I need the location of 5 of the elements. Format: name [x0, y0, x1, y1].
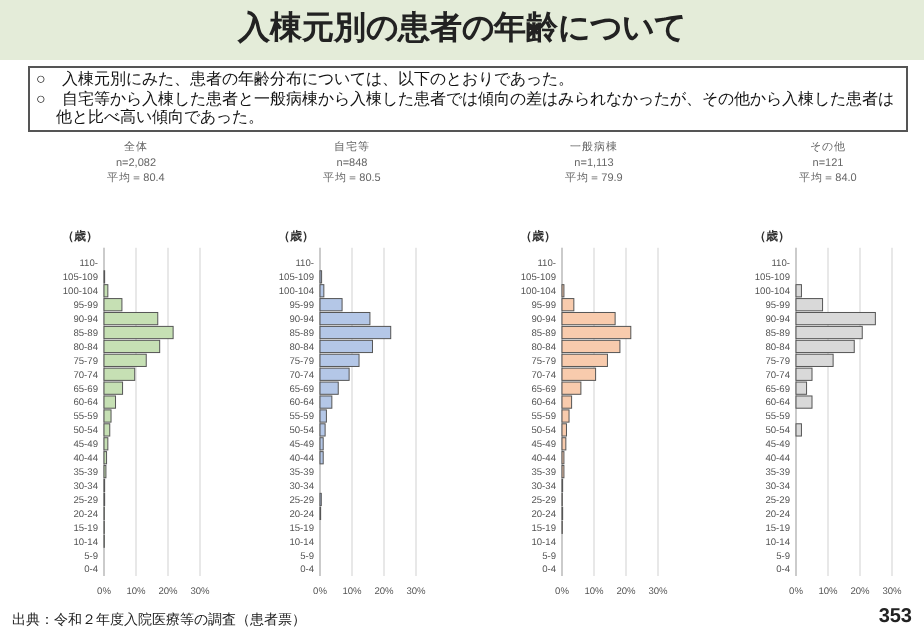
text: ○ 入棟元別にみた、患者の年齢分布については、以下のとおりであった。	[36, 70, 576, 89]
text: ○ 自宅等から入棟した患者と一般病棟から入棟した患者では傾向の差はみられなかったが、その他から入棟した患者は他と比べ高い傾向であった。	[36, 89, 896, 127]
text: 入棟元別の患者の年齢について	[0, 0, 924, 60]
bar	[795, 423, 802, 437]
text: 353	[878, 606, 912, 628]
